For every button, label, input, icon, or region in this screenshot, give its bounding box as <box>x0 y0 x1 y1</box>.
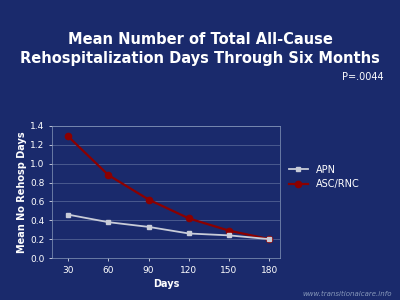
X-axis label: Days: Days <box>153 279 179 289</box>
Text: P=.0044: P=.0044 <box>342 72 384 82</box>
Y-axis label: Mean No Rehosp Days: Mean No Rehosp Days <box>17 131 27 253</box>
Text: Mean Number of Total All-Cause
Rehospitalization Days Through Six Months: Mean Number of Total All-Cause Rehospita… <box>20 32 380 66</box>
Legend: APN, ASC/RNC: APN, ASC/RNC <box>285 161 364 193</box>
Text: www.transitionalcare.info: www.transitionalcare.info <box>302 291 392 297</box>
